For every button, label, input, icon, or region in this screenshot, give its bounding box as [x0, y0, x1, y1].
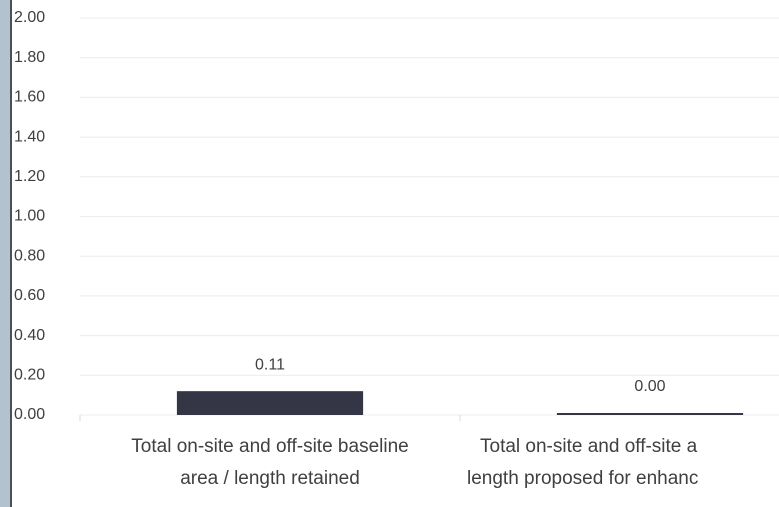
side-border [10, 0, 12, 507]
y-tick-label: 1.40 [14, 128, 45, 145]
y-tick-label: 0.40 [14, 327, 45, 344]
y-tick-label: 1.60 [14, 89, 45, 106]
y-tick-label: 2.00 [14, 9, 45, 26]
y-tick-label: 1.20 [14, 168, 45, 185]
y-tick-label: 1.00 [14, 208, 45, 225]
value-label: 0.11 [255, 356, 285, 373]
y-tick-label: 0.20 [14, 367, 45, 384]
bar [176, 391, 364, 415]
y-tick-label: 0.00 [14, 406, 45, 423]
value-label: 0.00 [634, 378, 665, 395]
y-tick-label: 0.80 [14, 247, 45, 264]
y-tick-label: 1.80 [14, 49, 45, 66]
x-tick-label: area / length retained [180, 468, 360, 489]
side-panel [0, 0, 10, 507]
x-tick-label: Total on-site and off-site baseline [131, 436, 408, 457]
bar [556, 413, 744, 415]
y-tick-label: 0.60 [14, 287, 45, 304]
x-tick-label: length proposed for enhanc [467, 468, 698, 489]
x-tick-label: Total on-site and off-site a [480, 436, 698, 457]
